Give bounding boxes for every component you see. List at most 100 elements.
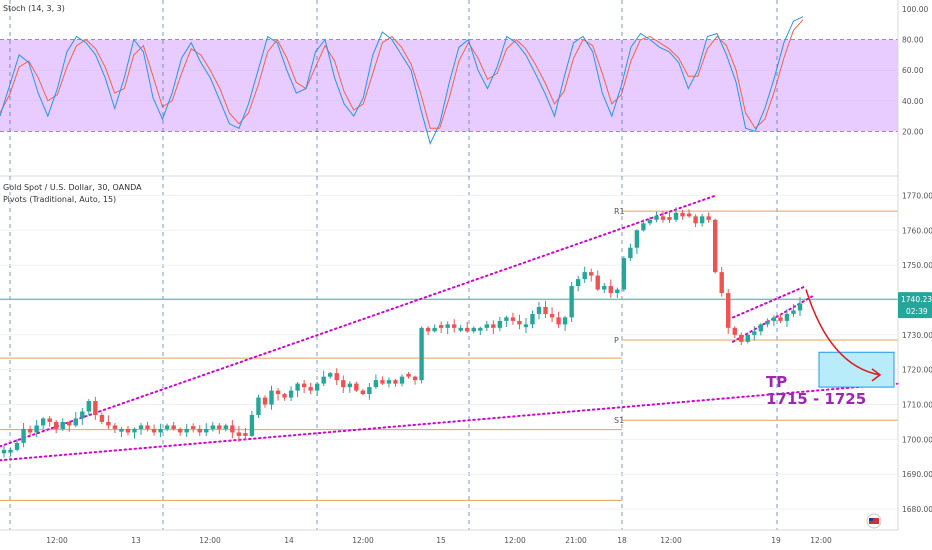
candle-body: [530, 313, 535, 325]
last-price-badge: 1740.231 02:39: [898, 292, 932, 319]
price-tick-label: 1720.00: [902, 366, 932, 375]
candle-body: [145, 425, 150, 429]
stoch-tick-label: 100.00: [902, 5, 928, 14]
price-tick-label: 1710.00: [902, 401, 932, 410]
candle-body: [732, 327, 737, 335]
time-tick-label: 18: [617, 536, 627, 545]
candle-body: [347, 383, 353, 388]
candle-body: [491, 324, 496, 328]
candle-body: [438, 325, 444, 328]
previous-pivot-lines: [0, 357, 622, 501]
candle-body: [295, 383, 300, 391]
stoch-tick-label: 40.00: [902, 97, 924, 106]
candle-body: [164, 425, 170, 429]
candle-body: [93, 401, 98, 415]
time-tick-label: 21:00: [565, 536, 587, 545]
pivots-indicator-title[interactable]: Pivots (Traditional, Auto, 15): [3, 195, 116, 204]
candle-body: [549, 313, 555, 318]
price-tick-label: 1690.00: [902, 470, 932, 479]
candle-body: [784, 313, 790, 321]
candle-body: [112, 425, 118, 429]
candle-body: [151, 428, 157, 433]
candle-body: [562, 317, 568, 325]
candle-body: [778, 317, 783, 321]
candle-body: [478, 327, 483, 331]
candle-body: [647, 219, 653, 224]
symbol-title[interactable]: Gold Spot / U.S. Dollar, 30, OANDA: [3, 183, 142, 192]
price-tick-label: 1700.00: [902, 435, 932, 444]
candle-body: [765, 320, 770, 325]
candle-body: [726, 293, 731, 328]
candle-body: [132, 428, 137, 433]
candle-body: [380, 380, 385, 384]
candle-body: [354, 383, 359, 391]
candle-body: [301, 383, 307, 388]
candle-body: [582, 272, 587, 280]
candle-body: [184, 428, 189, 433]
price-tick-label: 1770.00: [902, 191, 932, 200]
candle-body: [14, 442, 20, 450]
candle-body: [256, 397, 261, 415]
candle-body: [269, 390, 274, 405]
price-tick-label: 1760.00: [902, 226, 932, 235]
candle-body: [321, 376, 326, 384]
candle-body: [138, 425, 144, 429]
candle-body: [412, 376, 418, 381]
last-price-value: 1740.231: [901, 295, 932, 304]
candle-body: [523, 324, 529, 328]
candle-body: [536, 306, 542, 314]
candle-body: [680, 212, 685, 217]
candle-body: [360, 390, 366, 395]
candle-body: [432, 327, 437, 332]
candle-body: [569, 286, 574, 318]
stoch-k-line: [0, 16, 804, 146]
trendline: [732, 285, 807, 319]
candle-body: [660, 216, 666, 220]
time-tick-label: 12:00: [46, 536, 68, 545]
candle-body: [119, 428, 124, 432]
candle-body: [745, 334, 751, 342]
candle-body: [191, 426, 196, 429]
projection-arrow-head: [871, 368, 882, 382]
tp-range-label: 1715 - 1725: [766, 390, 866, 408]
flag-icon[interactable]: [866, 513, 882, 529]
candle-body: [399, 376, 405, 384]
time-tick-label: 13: [131, 536, 141, 545]
price-y-axis[interactable]: 1770.001760.001750.001740.001730.001720.…: [897, 176, 932, 530]
candle-body: [386, 380, 392, 384]
price-tick-label: 1750.00: [902, 261, 932, 270]
candle-body: [249, 414, 255, 436]
candle-body: [719, 272, 724, 294]
trendlines[interactable]: [0, 194, 899, 462]
candle-body: [334, 373, 339, 381]
candle-body: [425, 327, 431, 332]
trendline: [0, 194, 717, 448]
candle-body: [497, 320, 503, 328]
candle-body: [373, 380, 379, 388]
candle-body: [158, 428, 163, 433]
candle-body: [471, 327, 476, 332]
trendline: [0, 382, 899, 462]
candle-body: [699, 216, 705, 224]
candle-body: [458, 327, 463, 331]
candle-body: [641, 223, 646, 231]
time-tick-label: 12:00: [504, 536, 526, 545]
price-gridlines: [0, 194, 898, 510]
candle-body: [314, 383, 320, 391]
candle-body: [406, 373, 411, 377]
projection-arrow[interactable]: [805, 289, 881, 376]
time-axis[interactable]: 12:00 13 12:00 14 12:00 15 12:00 21:00 18 12:00 19…: [0, 529, 898, 545]
candle-body: [589, 272, 594, 276]
candle-body: [236, 432, 242, 436]
candle-body: [621, 258, 627, 290]
candle-body: [106, 421, 111, 426]
take-profit-zone[interactable]: [818, 351, 895, 388]
candle-body: [517, 320, 522, 325]
candle-body: [504, 317, 509, 321]
candle-body: [465, 327, 470, 332]
candle-body: [686, 213, 692, 217]
stoch-d-line: [0, 19, 804, 130]
candle-body: [367, 387, 372, 395]
candle-body: [262, 397, 268, 405]
pivot-lines: R1 P S1: [614, 207, 898, 425]
